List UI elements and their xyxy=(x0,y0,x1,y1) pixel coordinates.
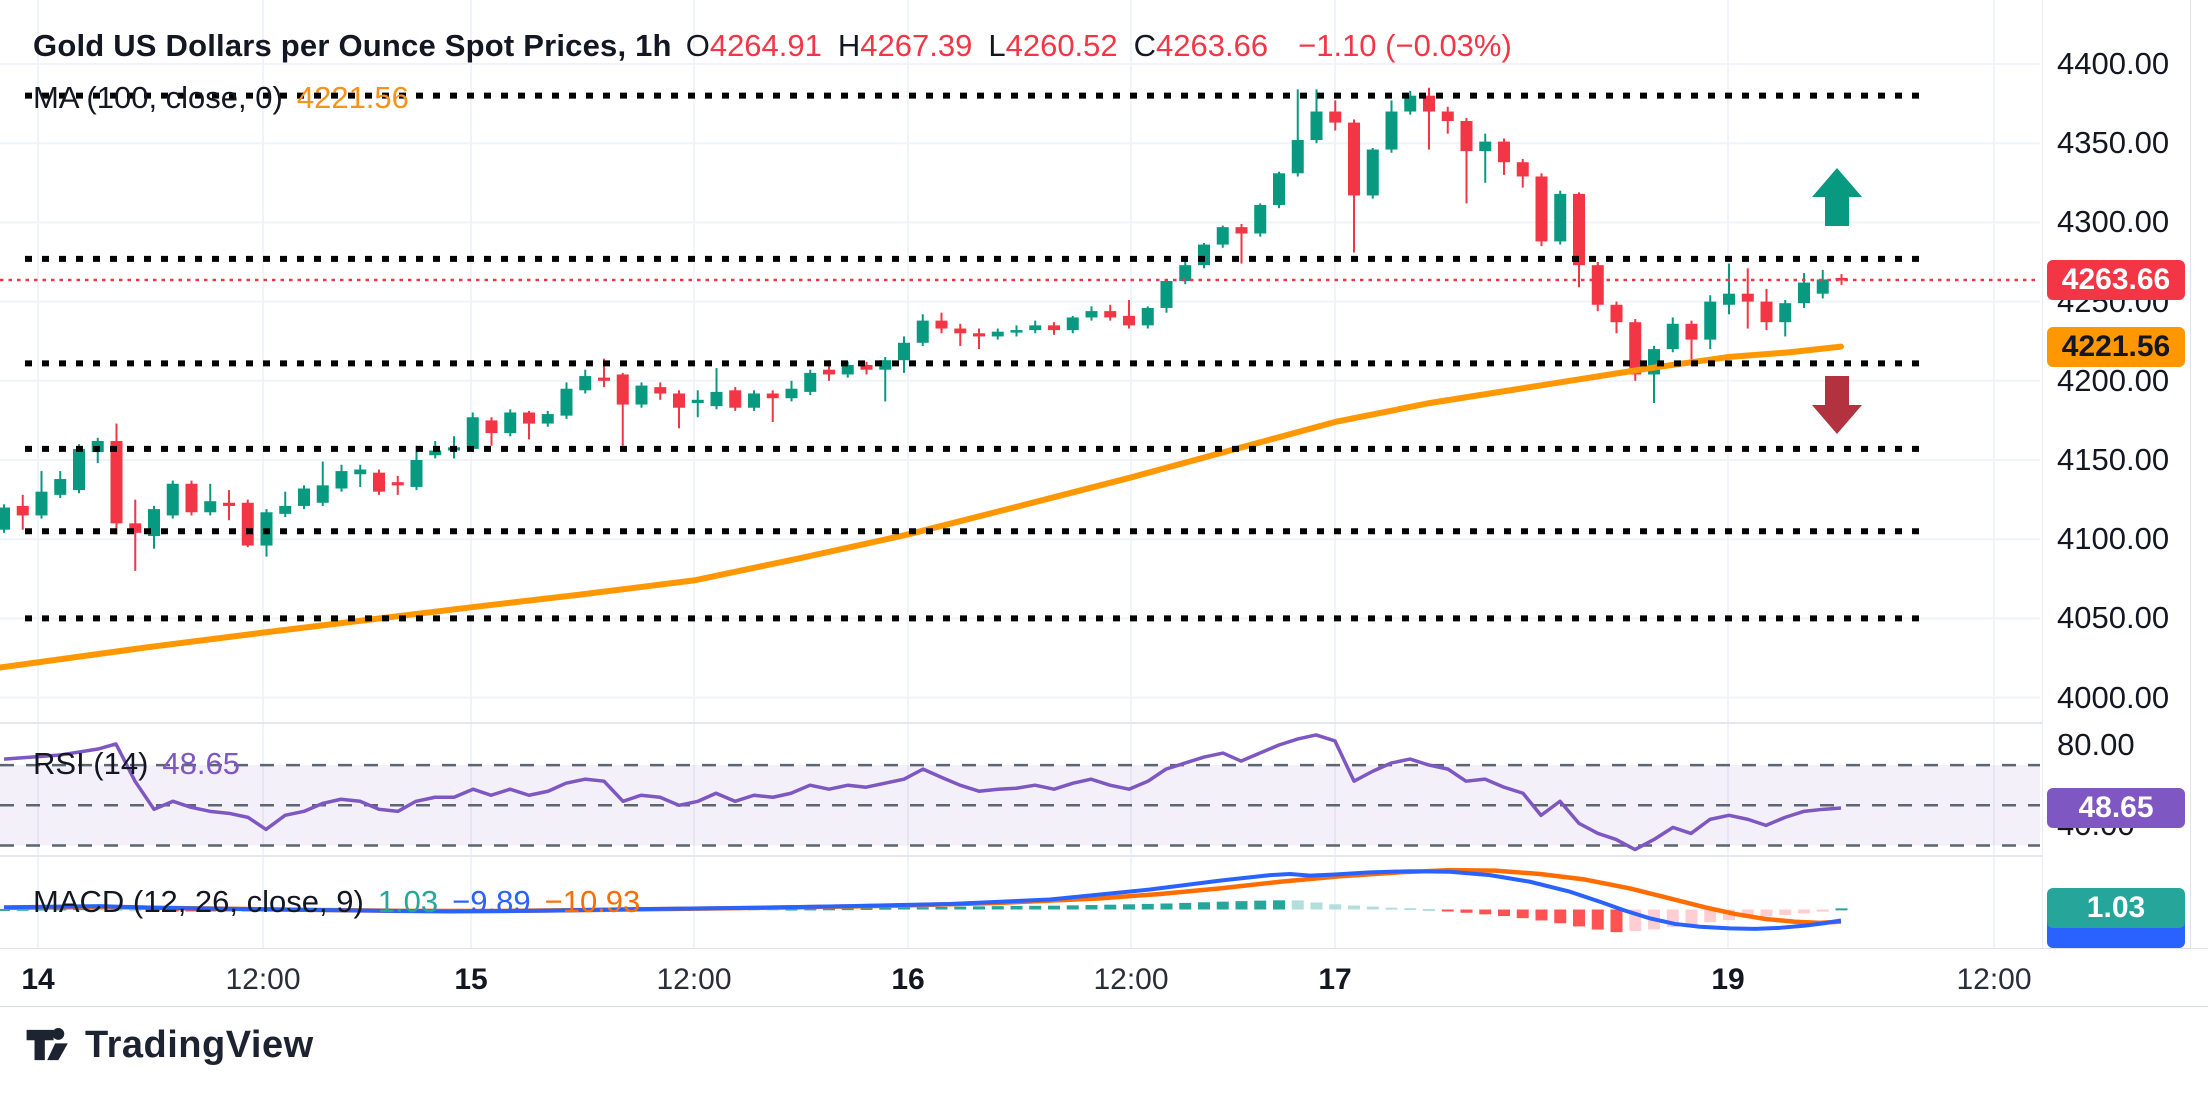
macd-legend[interactable]: MACD (12, 26, close, 9) 1.03 −9.89 −10.9… xyxy=(33,884,640,920)
ohlc-h: H4267.39 xyxy=(837,28,973,63)
price-tick: 4150.00 xyxy=(2057,442,2170,477)
panel-separator[interactable] xyxy=(0,722,2042,724)
price-tick: 4050.00 xyxy=(2057,600,2170,636)
symbol-legend[interactable]: Gold US Dollars per Ounce Spot Prices, 1… xyxy=(33,28,1512,64)
time-tick-1200: 12:00 xyxy=(225,963,301,996)
symbol-title: Gold US Dollars per Ounce Spot Prices, 1… xyxy=(33,28,672,63)
brand-name: TradingView xyxy=(85,1023,314,1066)
last-price-badge: 4263.66 xyxy=(2047,259,2185,300)
macd-hist-badge: 1.03 xyxy=(2047,888,2185,929)
panel-separator[interactable] xyxy=(0,855,2042,857)
macd-label: MACD (12, 26, close, 9) xyxy=(33,884,364,919)
ohlc-c: C4263.66 xyxy=(1133,28,1269,63)
ohlc-l: L4260.52 xyxy=(988,28,1118,63)
ma-label: MA (100, close, 0) xyxy=(33,80,283,115)
price-tick: 4200.00 xyxy=(2057,362,2170,398)
ma-value: 4221.56 xyxy=(296,80,409,115)
ohlc-readout: O4264.91 H4267.39 L4260.52 C4263.66 xyxy=(686,28,1284,64)
axis-right-border xyxy=(2190,0,2191,1005)
price-tick: 4100.00 xyxy=(2057,521,2170,557)
price-tick: 4400.00 xyxy=(2057,46,2170,81)
price-tick: 4000.00 xyxy=(2057,679,2170,715)
time-tick-17: 17 xyxy=(1318,963,1352,996)
price-tick: 4350.00 xyxy=(2057,125,2170,161)
ma-value-badge: 4221.56 xyxy=(2047,326,2185,367)
macd-signal-value: −10.93 xyxy=(544,884,641,919)
macd-hist-value: 1.03 xyxy=(377,884,439,919)
brand-watermark[interactable]: TradingView xyxy=(25,1022,314,1068)
time-axis[interactable]: 14 12:00 15 12:00 16 12:00 17 19 12:00 xyxy=(0,948,2208,1007)
ma-legend[interactable]: MA (100, close, 0) 4221.56 xyxy=(33,80,409,116)
rsi-legend[interactable]: RSI (14) 48.65 xyxy=(33,746,240,782)
time-tick-1200: 12:00 xyxy=(1093,963,1169,996)
rsi-label: RSI (14) xyxy=(33,746,149,781)
time-tick-19: 19 xyxy=(1711,963,1745,996)
chart-canvas[interactable] xyxy=(0,0,2208,1005)
time-tick-14: 14 xyxy=(21,963,55,996)
price-tick: 4300.00 xyxy=(2057,204,2170,240)
time-tick-1200: 12:00 xyxy=(1956,963,2032,996)
rsi-tick: 80.00 xyxy=(2057,727,2135,762)
down-arrow-icon xyxy=(1812,376,1862,434)
rsi-value-badge: 48.65 xyxy=(2047,788,2185,828)
up-arrow-icon xyxy=(1812,168,1862,226)
rsi-value: 48.65 xyxy=(162,746,240,781)
ohlc-o: O4264.91 xyxy=(685,28,822,63)
time-tick-16: 16 xyxy=(891,963,925,996)
change-readout: −1.10 (−0.03%) xyxy=(1298,28,1512,63)
price-axis[interactable]: 4400.00 4350.00 4300.00 4250.00 4200.00 4150.… xyxy=(2042,0,2191,1005)
time-tick-1200: 12:00 xyxy=(656,963,732,996)
macd-line-value: −9.89 xyxy=(452,884,531,919)
tradingview-logo-icon xyxy=(26,1027,68,1061)
time-tick-15: 15 xyxy=(454,963,488,996)
